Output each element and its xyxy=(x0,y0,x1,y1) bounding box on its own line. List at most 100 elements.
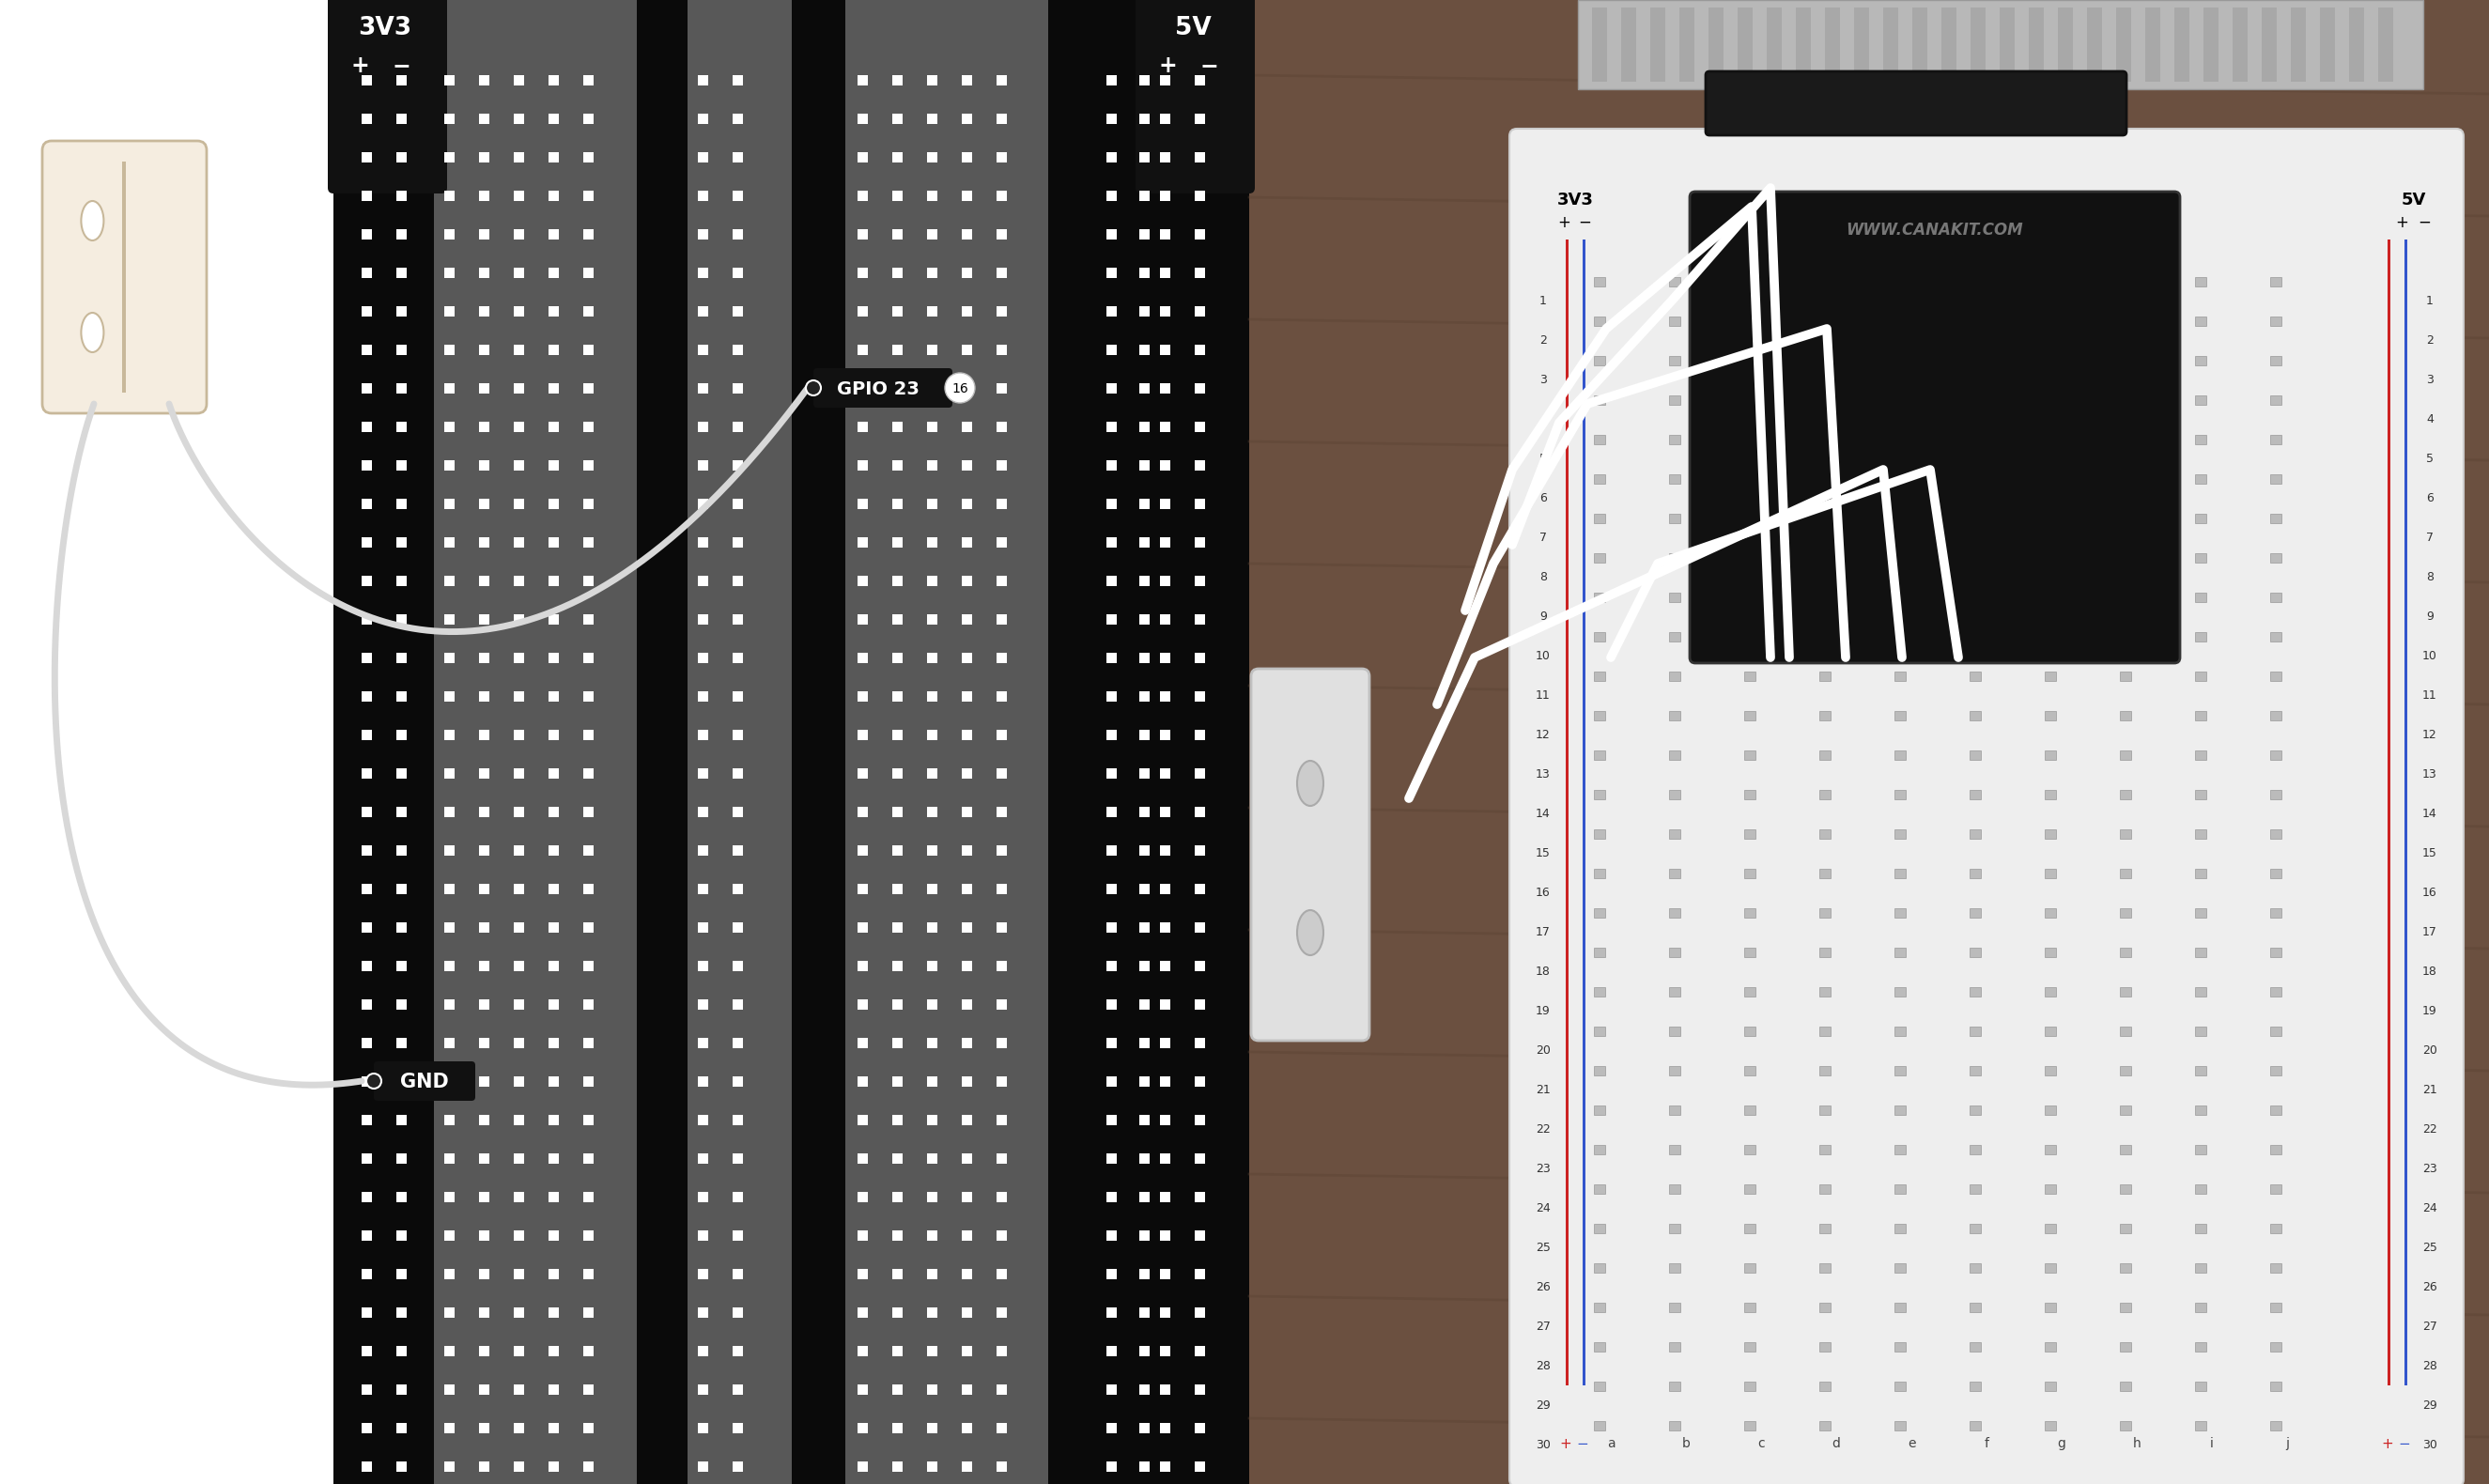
Text: 16: 16 xyxy=(1536,886,1551,898)
Bar xyxy=(697,1423,709,1434)
Bar xyxy=(361,383,371,393)
Bar xyxy=(859,1346,869,1356)
Bar xyxy=(1819,672,1829,681)
Bar xyxy=(891,846,904,856)
Bar xyxy=(697,344,709,355)
Bar xyxy=(1745,1303,1755,1312)
Bar xyxy=(582,267,592,278)
Bar xyxy=(443,1153,455,1163)
Bar xyxy=(2046,395,2056,405)
Bar xyxy=(926,1114,938,1125)
Bar xyxy=(1593,868,1605,879)
Bar xyxy=(2195,948,2205,957)
Bar xyxy=(396,1307,406,1318)
Bar xyxy=(697,1153,709,1163)
Bar xyxy=(548,114,560,125)
Bar xyxy=(361,76,371,86)
Text: 24: 24 xyxy=(1536,1202,1551,1214)
Bar xyxy=(1670,1303,1680,1312)
Bar xyxy=(361,730,371,741)
Bar xyxy=(1195,114,1205,125)
Bar xyxy=(891,421,904,432)
Bar xyxy=(1108,306,1118,316)
Text: 12: 12 xyxy=(1536,729,1551,741)
Bar xyxy=(1894,513,1907,524)
Bar xyxy=(891,460,904,470)
Bar xyxy=(361,190,371,200)
Bar xyxy=(961,1076,973,1086)
Bar xyxy=(1745,1342,1755,1352)
Bar xyxy=(2290,7,2305,82)
Bar xyxy=(697,730,709,741)
Bar xyxy=(1894,1382,1907,1391)
Bar xyxy=(1593,1146,1605,1155)
Bar xyxy=(1140,1385,1150,1395)
Bar xyxy=(891,499,904,509)
Bar xyxy=(996,460,1008,470)
Bar xyxy=(361,1192,371,1202)
Bar xyxy=(1894,711,1907,720)
Bar xyxy=(2121,435,2131,444)
Bar xyxy=(1160,1307,1170,1318)
Bar xyxy=(697,1462,709,1472)
Bar xyxy=(478,460,490,470)
Bar xyxy=(1195,306,1205,316)
Text: h: h xyxy=(2133,1437,2141,1450)
Bar xyxy=(2121,1342,2131,1352)
Bar xyxy=(478,421,490,432)
Bar xyxy=(1969,1224,1981,1233)
Bar xyxy=(582,421,592,432)
Bar xyxy=(1593,395,1605,405)
Bar xyxy=(513,1230,525,1241)
Bar xyxy=(2195,554,2205,562)
Bar xyxy=(396,807,406,818)
Bar xyxy=(1593,475,1605,484)
Bar xyxy=(2195,789,2205,800)
Bar xyxy=(1108,1114,1118,1125)
Bar xyxy=(697,769,709,779)
Bar xyxy=(1819,475,1829,484)
Text: 16: 16 xyxy=(2422,886,2437,898)
Bar xyxy=(513,807,525,818)
Bar xyxy=(697,421,709,432)
Bar xyxy=(1140,1153,1150,1163)
Bar xyxy=(926,653,938,663)
Bar xyxy=(1195,1114,1205,1125)
Bar xyxy=(2195,1224,2205,1233)
Bar xyxy=(2121,278,2131,286)
Bar xyxy=(478,1076,490,1086)
Bar xyxy=(1583,239,1585,1386)
Bar xyxy=(1108,999,1118,1009)
Bar xyxy=(2046,789,2056,800)
Bar xyxy=(1140,1307,1150,1318)
Bar xyxy=(926,76,938,86)
Bar xyxy=(513,730,525,741)
Text: 4: 4 xyxy=(1541,413,1546,424)
Bar xyxy=(361,807,371,818)
Text: 25: 25 xyxy=(2422,1241,2437,1254)
Bar xyxy=(2270,987,2282,997)
Bar xyxy=(996,306,1008,316)
Bar xyxy=(478,884,490,895)
Bar xyxy=(361,653,371,663)
Bar xyxy=(1108,769,1118,779)
Bar xyxy=(443,344,455,355)
Bar xyxy=(996,421,1008,432)
Text: j: j xyxy=(2285,1437,2290,1450)
Bar xyxy=(2046,1146,2056,1155)
Bar xyxy=(513,1269,525,1279)
Bar xyxy=(2046,987,2056,997)
Bar xyxy=(548,807,560,818)
Bar xyxy=(1140,653,1150,663)
Bar xyxy=(891,653,904,663)
Bar xyxy=(1969,1422,1981,1431)
Bar xyxy=(2046,1422,2056,1431)
Bar xyxy=(1670,1263,1680,1273)
Bar xyxy=(1195,807,1205,818)
Bar xyxy=(961,267,973,278)
Bar xyxy=(582,1230,592,1241)
Bar xyxy=(478,114,490,125)
Bar xyxy=(2404,239,2407,1386)
Bar xyxy=(1969,632,1981,641)
Bar xyxy=(926,1230,938,1241)
